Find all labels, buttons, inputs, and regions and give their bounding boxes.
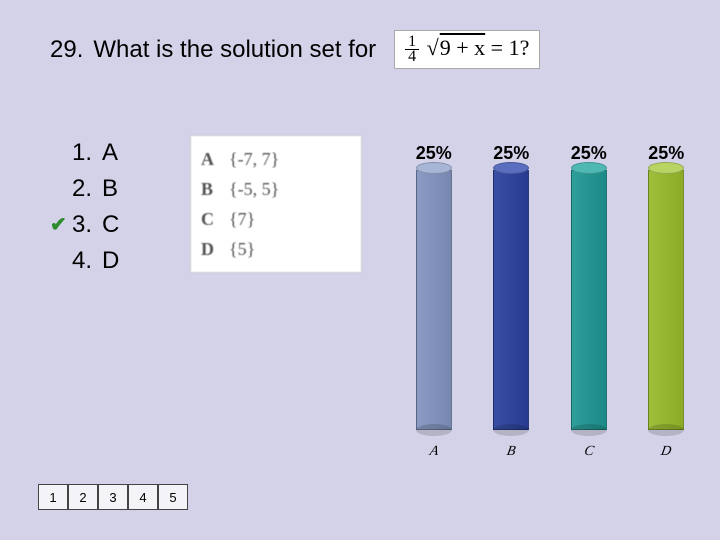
response-chart: 25% 25% 25% 25% A B C D (395, 130, 705, 470)
answer-label: A (102, 135, 132, 171)
bar-wrap: 25% (481, 143, 541, 430)
question-row: 29. What is the solution set for 1 4 √9 … (50, 30, 540, 69)
key-value: {7} (229, 204, 255, 234)
answer-label: C (102, 207, 132, 243)
answer-label: B (102, 171, 132, 207)
equation-rhs: = 1? (485, 35, 529, 60)
answer-row[interactable]: ✔ 3. C (50, 207, 132, 243)
equation-box: 1 4 √9 + x = 1? (394, 30, 540, 69)
answer-row[interactable]: 4. D (50, 243, 132, 279)
sqrt-symbol: √ (427, 35, 439, 60)
frac-denominator: 4 (405, 50, 419, 64)
bar-percent-label: 25% (416, 143, 452, 164)
slide: 29. What is the solution set for 1 4 √9 … (0, 0, 720, 540)
answer-number: 1. (72, 135, 102, 171)
answer-label: D (102, 243, 132, 279)
bar-front (416, 170, 452, 430)
bar (493, 170, 529, 430)
bar-shadow (648, 424, 684, 436)
bar-shadow (493, 424, 529, 436)
x-label: C (557, 444, 620, 460)
countdown-cell[interactable]: 1 (38, 484, 68, 510)
answer-number: 4. (72, 243, 102, 279)
key-row: A{-7, 7} (201, 144, 351, 174)
countdown-cell[interactable]: 4 (128, 484, 158, 510)
answer-row[interactable]: 2. B (50, 171, 132, 207)
bar-shadow (416, 424, 452, 436)
answer-key-image: A{-7, 7} B{-5, 5} C{7} D{5} (190, 135, 362, 273)
countdown-cell[interactable]: 3 (98, 484, 128, 510)
key-label: A (201, 144, 229, 174)
bar (648, 170, 684, 430)
key-row: D{5} (201, 234, 351, 264)
bar-front (493, 170, 529, 430)
key-value: {5} (229, 234, 255, 264)
bars-area: 25% 25% 25% 25% (395, 130, 705, 430)
bar-top (648, 162, 684, 174)
key-value: {-7, 7} (229, 144, 279, 174)
answer-row[interactable]: 1. A (50, 135, 132, 171)
question-text: What is the solution set for (93, 36, 376, 64)
key-row: B{-5, 5} (201, 174, 351, 204)
key-label: D (201, 234, 229, 264)
key-value: {-5, 5} (229, 174, 279, 204)
radicand: 9 + x (439, 35, 485, 60)
answer-list: 1. A 2. B ✔ 3. C 4. D (50, 135, 132, 279)
x-label: B (480, 444, 543, 460)
checkmark-icon: ✔ (50, 207, 72, 243)
bar-top (416, 162, 452, 174)
bar-top (493, 162, 529, 174)
bar-wrap: 25% (559, 143, 619, 430)
bar (571, 170, 607, 430)
countdown-strip: 1 2 3 4 5 (38, 484, 188, 510)
x-label: A (402, 444, 465, 460)
bar-percent-label: 25% (571, 143, 607, 164)
fraction: 1 4 (405, 35, 419, 64)
key-row: C{7} (201, 204, 351, 234)
bar-wrap: 25% (404, 143, 464, 430)
answer-number: 3. (72, 207, 102, 243)
bar-percent-label: 25% (493, 143, 529, 164)
question-number: 29. (50, 36, 83, 64)
bar-front (571, 170, 607, 430)
bar-front (648, 170, 684, 430)
bar-top (571, 162, 607, 174)
bar-percent-label: 25% (648, 143, 684, 164)
x-axis-labels: A B C D (395, 444, 705, 460)
countdown-cell[interactable]: 5 (158, 484, 188, 510)
x-label: D (635, 444, 698, 460)
key-label: C (201, 204, 229, 234)
countdown-cell[interactable]: 2 (68, 484, 98, 510)
answer-number: 2. (72, 171, 102, 207)
key-label: B (201, 174, 229, 204)
bar (416, 170, 452, 430)
bar-shadow (571, 424, 607, 436)
bar-wrap: 25% (636, 143, 696, 430)
